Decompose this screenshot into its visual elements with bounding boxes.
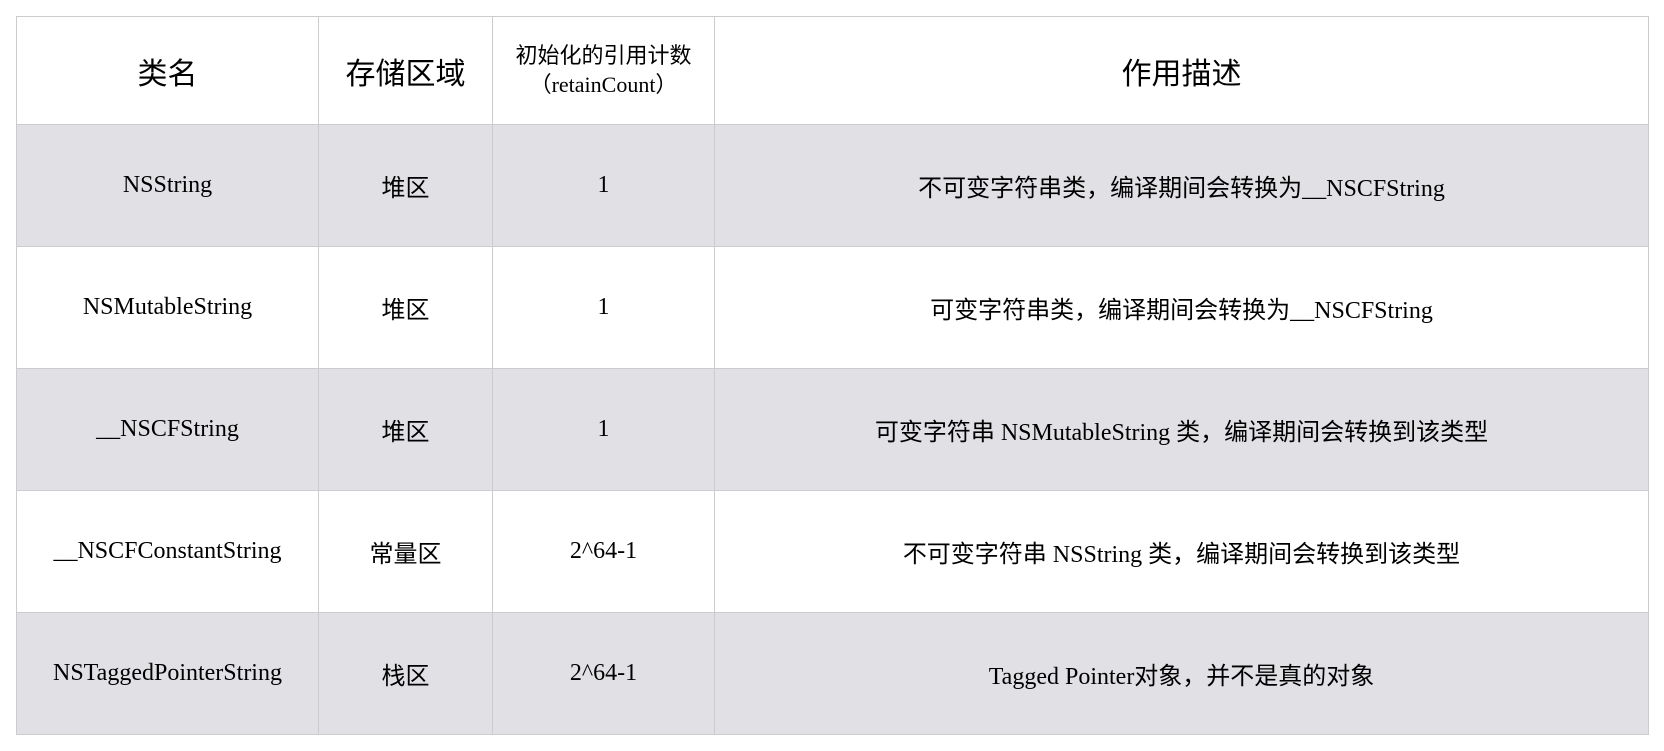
cell-retain-count: 2^64-1: [493, 491, 715, 613]
cell-description: Tagged Pointer对象，并不是真的对象: [715, 613, 1649, 735]
table-row: NSString 堆区 1 不可变字符串类，编译期间会转换为__NSCFStri…: [17, 125, 1649, 247]
header-class-name: 类名: [17, 17, 319, 125]
table-row: __NSCFConstantString 常量区 2^64-1 不可变字符串 N…: [17, 491, 1649, 613]
cell-retain-count: 1: [493, 369, 715, 491]
cell-description: 不可变字符串 NSString 类，编译期间会转换到该类型: [715, 491, 1649, 613]
cell-description: 可变字符串类，编译期间会转换为__NSCFString: [715, 247, 1649, 369]
table-row: __NSCFString 堆区 1 可变字符串 NSMutableString …: [17, 369, 1649, 491]
header-retain-count: 初始化的引用计数（retainCount）: [493, 17, 715, 125]
cell-retain-count: 1: [493, 247, 715, 369]
string-types-table: 类名 存储区域 初始化的引用计数（retainCount） 作用描述 NSStr…: [16, 16, 1649, 735]
header-description: 作用描述: [715, 17, 1649, 125]
cell-retain-count: 1: [493, 125, 715, 247]
cell-storage: 堆区: [319, 369, 493, 491]
cell-storage: 堆区: [319, 247, 493, 369]
cell-description: 不可变字符串类，编译期间会转换为__NSCFString: [715, 125, 1649, 247]
table-body: NSString 堆区 1 不可变字符串类，编译期间会转换为__NSCFStri…: [17, 125, 1649, 735]
table-row: NSTaggedPointerString 栈区 2^64-1 Tagged P…: [17, 613, 1649, 735]
cell-storage: 堆区: [319, 125, 493, 247]
header-storage: 存储区域: [319, 17, 493, 125]
cell-class-name: __NSCFConstantString: [17, 491, 319, 613]
cell-class-name: NSTaggedPointerString: [17, 613, 319, 735]
cell-class-name: __NSCFString: [17, 369, 319, 491]
cell-class-name: NSString: [17, 125, 319, 247]
cell-class-name: NSMutableString: [17, 247, 319, 369]
cell-description: 可变字符串 NSMutableString 类，编译期间会转换到该类型: [715, 369, 1649, 491]
cell-storage: 栈区: [319, 613, 493, 735]
table-header: 类名 存储区域 初始化的引用计数（retainCount） 作用描述: [17, 17, 1649, 125]
cell-storage: 常量区: [319, 491, 493, 613]
cell-retain-count: 2^64-1: [493, 613, 715, 735]
header-row: 类名 存储区域 初始化的引用计数（retainCount） 作用描述: [17, 17, 1649, 125]
table-row: NSMutableString 堆区 1 可变字符串类，编译期间会转换为__NS…: [17, 247, 1649, 369]
